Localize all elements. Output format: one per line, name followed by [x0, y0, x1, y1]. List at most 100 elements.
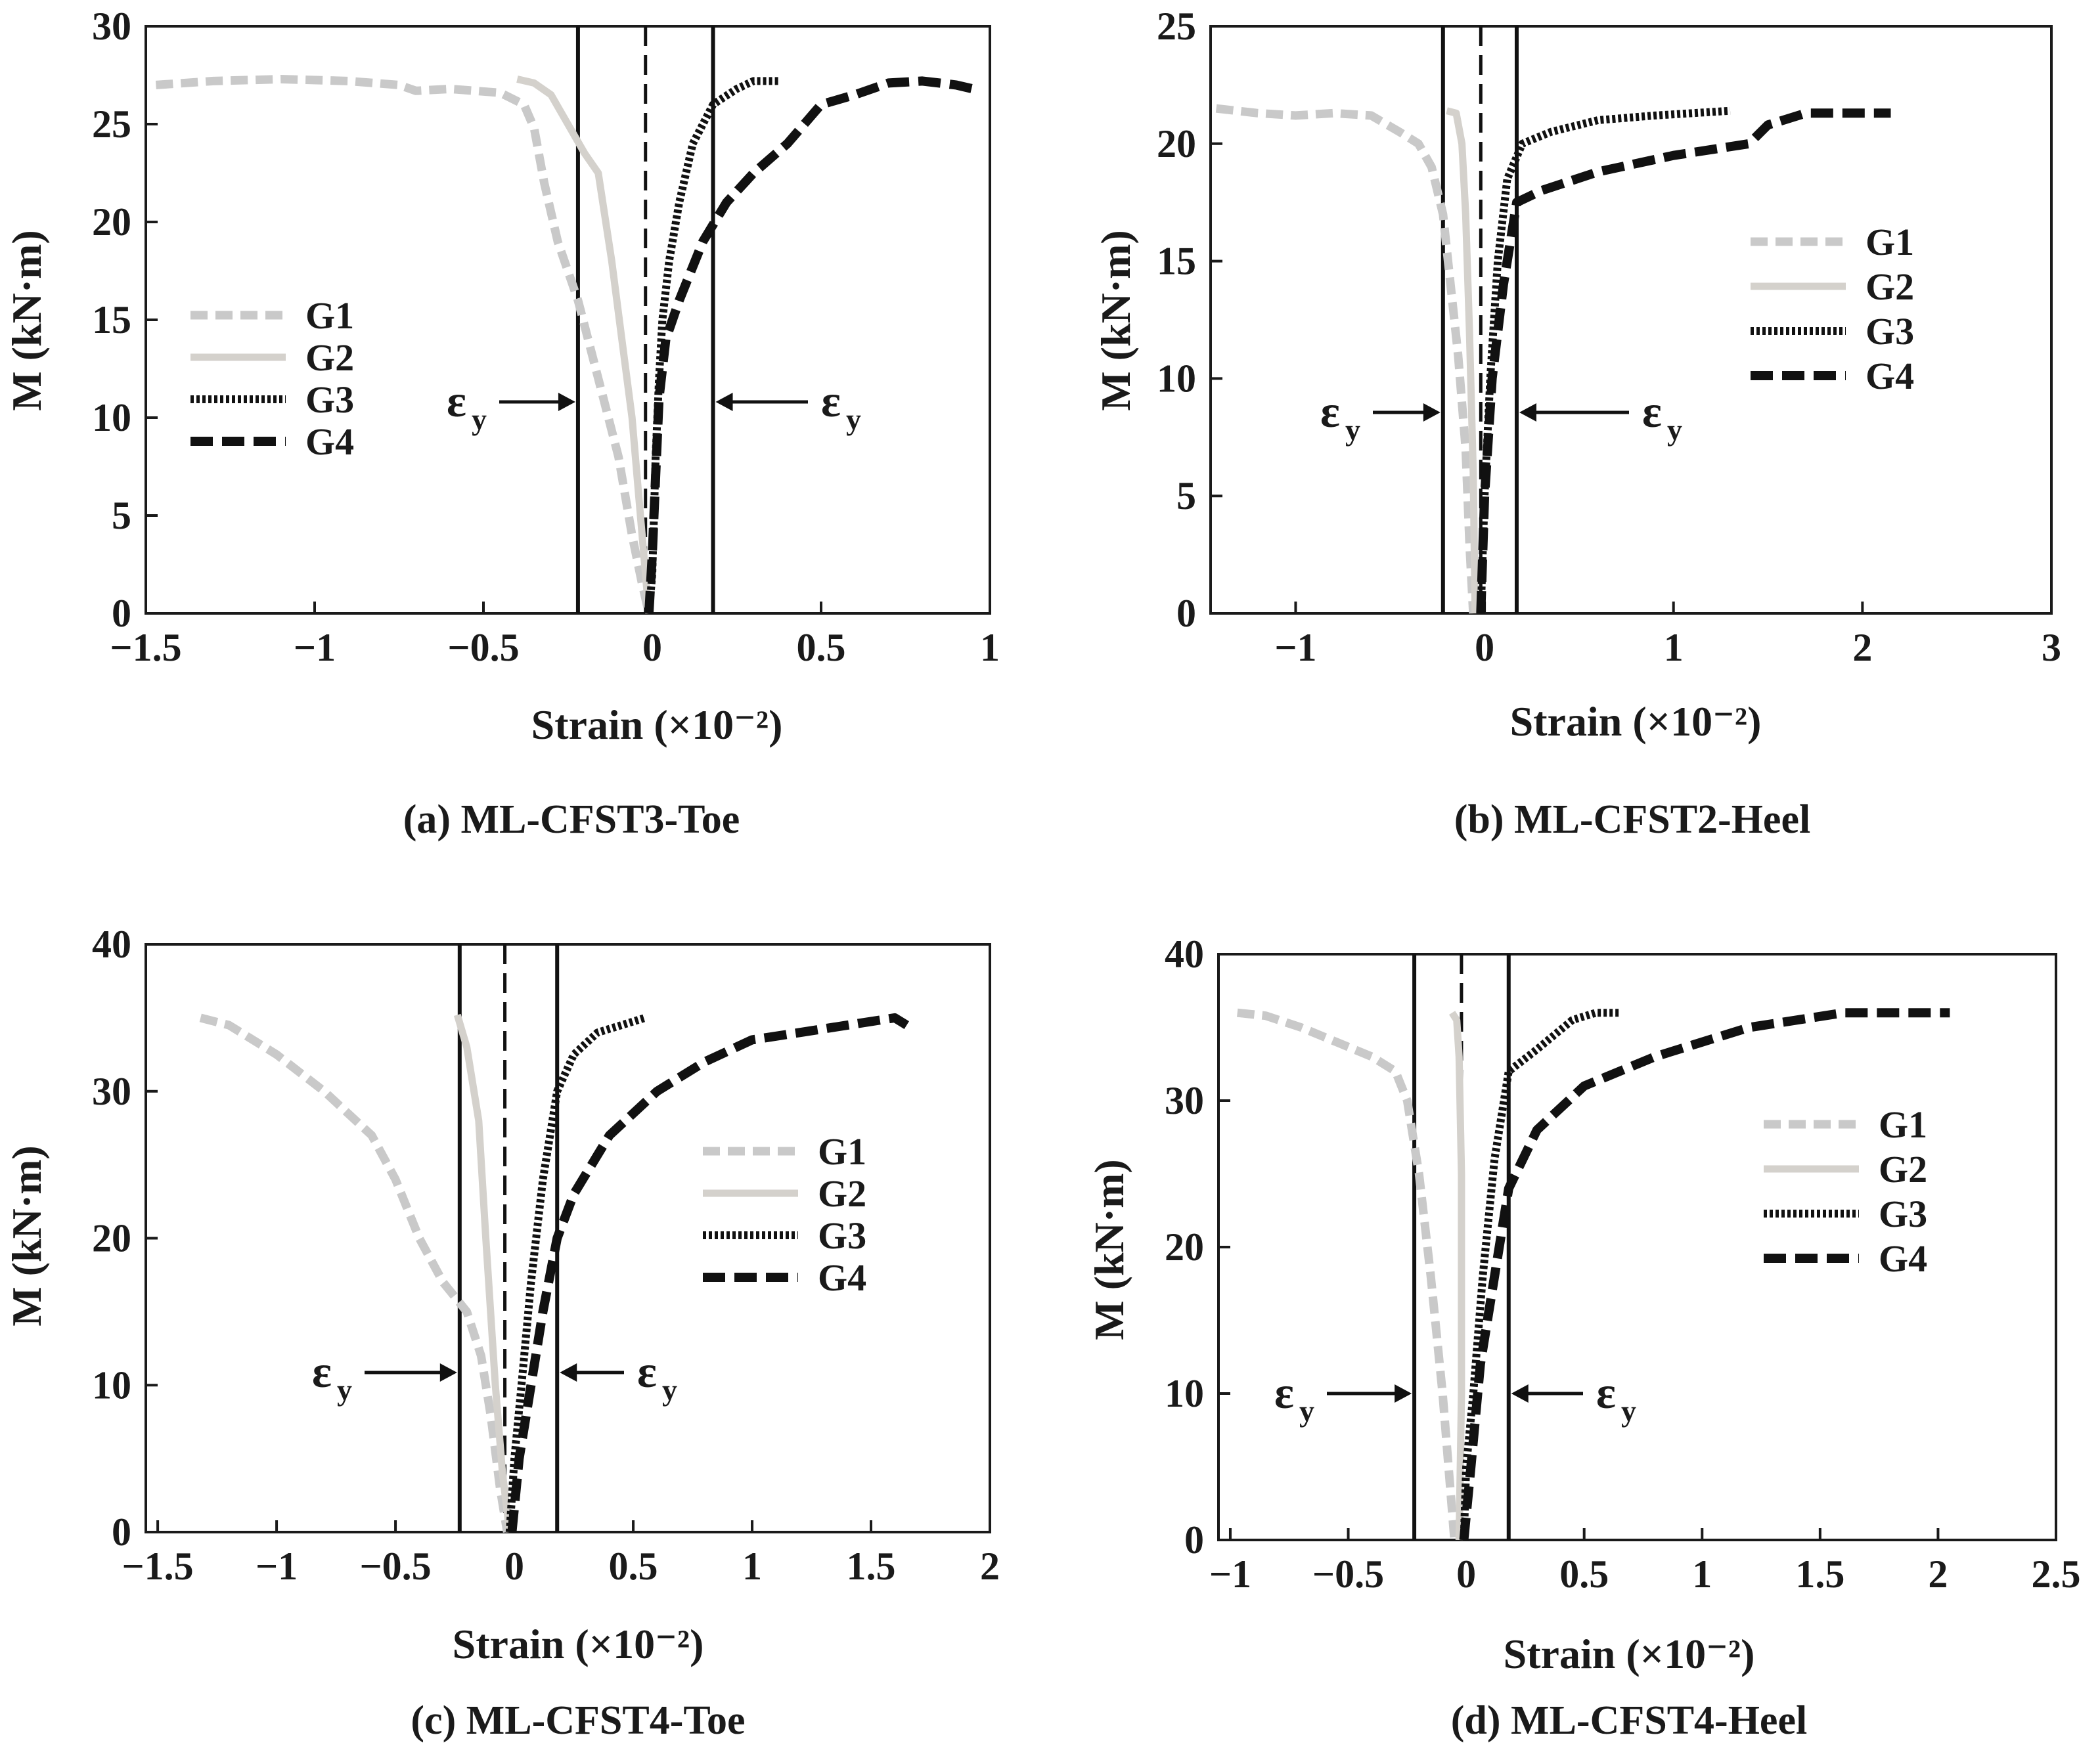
yield-arrowhead-right [715, 393, 733, 411]
y-tick-label: 5 [1176, 474, 1196, 517]
series-line-g1 [1237, 1008, 1459, 1541]
x-tick-label: −1 [256, 1545, 298, 1588]
y-tick-label: 0 [1176, 592, 1196, 635]
yield-label-left-subscript: y [1299, 1394, 1314, 1428]
ylabel-c: M (kN·m) [3, 1145, 50, 1327]
x-tick-label: 1.5 [1795, 1552, 1844, 1596]
legend-label-g2: G2 [305, 336, 354, 379]
y-tick-label: 10 [1157, 357, 1196, 400]
x-tick-label: 0.5 [797, 626, 846, 669]
x-tick-label: −1 [294, 626, 336, 669]
axes-frame [145, 25, 991, 615]
series-line-g3 [505, 1014, 646, 1533]
legend-label-g4: G4 [305, 420, 354, 463]
yield-label-right-subscript: y [846, 403, 861, 436]
legend-label-g3: G3 [1879, 1193, 1927, 1235]
x-tick-label: 1 [980, 626, 1000, 669]
legend-label-g4: G4 [818, 1256, 866, 1299]
x-tick-label: 0.5 [609, 1545, 658, 1588]
y-tick-label: 20 [1157, 122, 1196, 165]
x-tick-label: 0.5 [1559, 1552, 1609, 1596]
series-line-g2 [1446, 107, 1479, 614]
y-tick-label: 0 [112, 1510, 131, 1554]
x-tick-label: −0.5 [447, 626, 519, 669]
legend-label-g1: G1 [305, 294, 354, 337]
yield-arrowhead-left [1423, 403, 1441, 422]
series-line-g2 [1448, 1011, 1465, 1541]
series-line-g3 [644, 77, 781, 614]
x-tick-label: 2 [1928, 1552, 1948, 1596]
xlabel-b: Strain (×10⁻²) [1510, 698, 1762, 745]
axes-frame [1209, 25, 2053, 615]
legend-label-g3: G3 [818, 1214, 866, 1257]
yield-label-right: ε [821, 376, 841, 427]
series-line-g2 [516, 76, 653, 614]
x-tick-label: 1 [1692, 1552, 1712, 1596]
yield-label-right: ε [1596, 1368, 1616, 1418]
y-tick-label: 10 [92, 1363, 131, 1407]
x-tick-label: 1 [1664, 626, 1684, 669]
legend-label-g2: G2 [1879, 1148, 1927, 1191]
legend-label-g1: G1 [1865, 221, 1914, 263]
y-tick-label: 30 [92, 5, 131, 48]
yield-label-left: ε [1274, 1368, 1294, 1418]
x-tick-label: −1 [1274, 626, 1316, 669]
caption-a: (a) ML-CFST3-Toe [403, 797, 740, 842]
x-tick-label: 2 [980, 1545, 1000, 1588]
x-tick-label: 2 [1852, 626, 1872, 669]
y-tick-label: 20 [92, 200, 131, 244]
caption-c: (c) ML-CFST4-Toe [411, 1698, 745, 1743]
yield-arrowhead-right [1511, 1384, 1529, 1403]
yield-label-left: ε [312, 1347, 332, 1397]
x-tick-label: −1.5 [110, 626, 181, 669]
xlabel-d: Strain (×10⁻²) [1504, 1631, 1755, 1677]
x-tick-label: −1 [1209, 1552, 1251, 1596]
ylabel-a: M (kN·m) [3, 230, 50, 411]
yield-label-left: ε [1320, 387, 1340, 437]
y-tick-label: 15 [1157, 240, 1196, 283]
x-tick-label: 1 [742, 1545, 762, 1588]
y-tick-label: 30 [1165, 1079, 1204, 1122]
legend-label-g2: G2 [818, 1172, 866, 1215]
y-tick-label: 30 [92, 1070, 131, 1113]
yield-label-right: ε [637, 1347, 657, 1397]
caption-d: (d) ML-CFST4-Heel [1451, 1698, 1807, 1743]
x-tick-label: −0.5 [1312, 1552, 1384, 1596]
legend-label-g3: G3 [305, 378, 354, 421]
y-tick-label: 0 [112, 592, 131, 635]
series-line-g1 [155, 75, 654, 615]
y-tick-label: 20 [92, 1217, 131, 1260]
ylabel-b: M (kN·m) [1092, 230, 1139, 411]
y-tick-label: 0 [1184, 1518, 1204, 1562]
yield-arrowhead-left [558, 393, 575, 411]
y-tick-label: 10 [1165, 1372, 1204, 1415]
yield-label-left-subscript: y [337, 1373, 352, 1407]
y-tick-label: 40 [92, 923, 131, 966]
legend-label-g3: G3 [1865, 310, 1914, 353]
yield-label-left-subscript: y [1345, 413, 1360, 447]
series-line-g4 [507, 1013, 909, 1533]
x-tick-label: 1.5 [847, 1545, 896, 1588]
x-tick-label: 0 [504, 1545, 524, 1588]
yield-arrowhead-left [439, 1363, 457, 1382]
x-tick-label: 2.5 [2032, 1552, 2081, 1596]
y-tick-label: 20 [1165, 1225, 1204, 1269]
yield-label-right: ε [1642, 387, 1662, 437]
y-tick-label: 40 [1165, 933, 1204, 976]
legend-label-g1: G1 [818, 1130, 866, 1173]
series-line-g4 [644, 76, 974, 614]
caption-b: (b) ML-CFST2-Heel [1454, 797, 1810, 842]
yield-label-right-subscript: y [662, 1373, 677, 1407]
legend-label-g2: G2 [1865, 265, 1914, 308]
yield-arrowhead-left [1395, 1384, 1412, 1403]
xlabel-c: Strain (×10⁻²) [453, 1621, 704, 1667]
series-line-g1 [1215, 104, 1478, 614]
